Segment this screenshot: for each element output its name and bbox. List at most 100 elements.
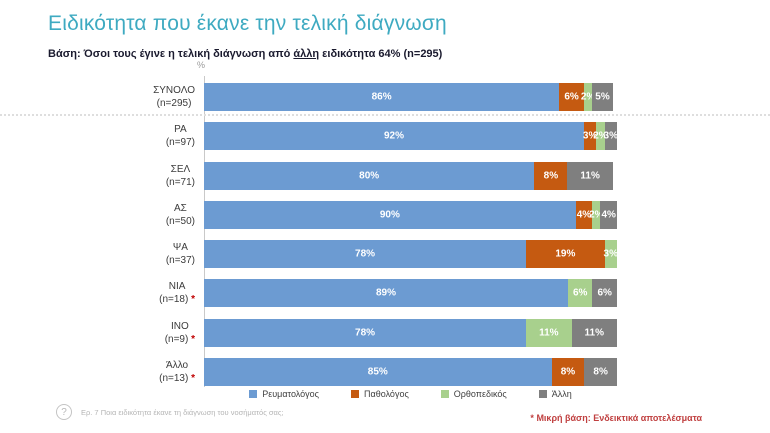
footnote-asterisk: * [530, 413, 534, 423]
small-base-asterisk: * [188, 373, 195, 385]
value-label: 11% [584, 327, 604, 339]
value-label: 6% [564, 91, 579, 103]
subtitle-middle: ειδικότητα [319, 48, 379, 60]
legend-swatch [351, 390, 360, 398]
small-base-asterisk: * [188, 333, 195, 345]
bar-segment: 5% [592, 83, 613, 111]
value-label: 11% [539, 327, 559, 339]
bar-segment: 3% [582, 122, 598, 151]
value-label: 78% [355, 327, 376, 339]
bar-segment: 11% [567, 161, 613, 190]
value-label: 78% [355, 248, 376, 260]
value-label: 3% [582, 130, 598, 142]
category-base: (n=71) [165, 176, 195, 188]
value-label: 4% [601, 209, 616, 221]
bar-segment: 78% [204, 318, 527, 347]
category-label: ΨΑ (n=37) [48, 240, 204, 268]
category-name: ΨΑ [172, 242, 188, 254]
category-label-text: ΙΝΟ (n=9) * [165, 320, 195, 346]
bar-segment: 8% [534, 161, 568, 190]
legend-item: Ρευματολόγος [249, 389, 319, 399]
value-label: 6% [597, 287, 612, 299]
legend-label: Παθολόγος [364, 389, 409, 399]
bar-segment: 19% [526, 240, 605, 269]
value-label: 8% [593, 366, 608, 378]
category-label: ΣΥΝΟΛΟ (n=295) [48, 83, 204, 111]
bar-segment: 3% [603, 240, 619, 269]
bar-segment: 3% [604, 122, 618, 151]
category-base: (n=13) * [159, 373, 195, 385]
chart-rows: ΣΥΝΟΛΟ (n=295) 86% 6% 2% 5% ΡΑ (n=97) 92% 3% 2% 3% Σ… [48, 83, 618, 397]
y-axis-line [204, 76, 205, 387]
bar-segment: 11% [526, 318, 572, 347]
bar-segment: 6% [567, 279, 593, 308]
category-label: ΝΙΑ (n=18) * [48, 279, 204, 307]
category-label-text: ΑΣ (n=50) [166, 202, 195, 228]
chart-row: ΨΑ (n=37) 78% 19% 3% [48, 240, 619, 269]
bar-segment: 8% [551, 358, 585, 387]
category-name: ΝΙΑ [168, 281, 186, 293]
bar-segment: 2% [589, 200, 604, 229]
category-label-text: ΝΙΑ (n=18) * [159, 280, 195, 306]
stacked-bar: 89% 6% 6% [204, 279, 617, 308]
bar-segment: 6% [592, 279, 617, 308]
category-base: (n=18) * [159, 294, 195, 306]
category-label-text: ΣΥΝΟΛΟ (n=295) [153, 84, 195, 110]
small-base-footnote: * Μικρή βάση: Ενδεικτικά αποτελέσματα [530, 413, 702, 423]
base-subtitle: Βάση: Όσοι τους έγινε η τελική διάγνωση … [48, 48, 442, 60]
bar-segment: 11% [571, 318, 617, 347]
chart-row: ΑΣ (n=50) 90% 4% 2% 4% [48, 200, 618, 229]
bar-segment: 90% [204, 200, 576, 229]
legend-swatch [538, 390, 547, 398]
category-base: (n=50) [165, 215, 195, 227]
category-label-text: Άλλο (n=13) * [159, 359, 195, 385]
bar-segment: 2% [593, 122, 608, 151]
chart-row: ΣΥΝΟΛΟ (n=295) 86% 6% 2% 5% [48, 83, 618, 111]
category-label: ΣΕΛ (n=71) [48, 162, 204, 190]
stacked-bar: 78% 19% 3% [204, 240, 619, 269]
stacked-bar: 80% 8% 11% [204, 161, 617, 190]
category-label: ΙΝΟ (n=9) * [48, 319, 204, 347]
chart-row: Άλλο (n=13) * 85% 8% 8% [48, 358, 618, 387]
legend-item: Παθολόγος [351, 389, 409, 399]
chart-row: ΣΕΛ (n=71) 80% 8% 11% [48, 161, 618, 190]
value-label: 92% [383, 130, 404, 142]
value-label: 4% [576, 209, 592, 221]
stacked-bar: 90% 4% 2% 4% [204, 200, 617, 229]
legend-swatch [440, 390, 449, 398]
bar-segment: 85% [204, 358, 552, 387]
category-label-text: ΨΑ (n=37) [166, 241, 195, 267]
value-label: 2% [593, 130, 608, 142]
question-text: Ερ. 7 Ποια ειδικότητα έκανε τη διάγνωση … [81, 407, 284, 417]
value-label: 19% [555, 248, 576, 260]
bar-segment: 89% [204, 279, 568, 308]
page-title: Ειδικότητα που έκανε την τελική διάγνωση [48, 12, 447, 35]
category-name: ΑΣ [173, 202, 187, 214]
bar-segment: 80% [204, 161, 535, 190]
bar-segment: 4% [600, 200, 617, 229]
category-base: (n=9) * [164, 333, 195, 345]
category-base: (n=97) [165, 137, 195, 149]
subtitle-percent: 64% [378, 48, 401, 60]
category-base: (n=37) [165, 255, 195, 267]
value-label: 6% [572, 287, 588, 299]
bar-segment: 2% [581, 83, 595, 111]
subtitle-suffix: (n=295) [400, 48, 443, 60]
category-name: ΡΑ [174, 124, 187, 136]
bar-segment: 92% [204, 122, 584, 151]
chart-row: ΡΑ (n=97) 92% 3% 2% 3% [48, 122, 618, 151]
footnote-text: Μικρή βάση: Ενδεικτικά αποτελέσματα [533, 413, 702, 423]
chart-row: ΙΝΟ (n=9) * 78% 11% 11% [48, 318, 618, 347]
category-name: ΣΕΛ [170, 163, 191, 175]
chart-legend: Ρευματολόγος Παθολόγος Ορθοπεδικός Άλλη [204, 389, 617, 399]
legend-label: Άλλη [551, 389, 572, 399]
legend-label: Ορθοπεδικός [453, 389, 507, 399]
subtitle-prefix: Βάση: Όσοι τους έγινε η τελική διάγνωση … [48, 48, 294, 60]
value-label: 89% [375, 287, 396, 299]
category-label-text: ΣΕΛ (n=71) [166, 163, 195, 189]
legend-swatch [249, 390, 258, 398]
value-label: 8% [543, 170, 559, 182]
legend-label: Ρευματολόγος [262, 389, 320, 399]
category-label: Άλλο (n=13) * [48, 358, 204, 386]
value-label: 3% [603, 248, 619, 260]
